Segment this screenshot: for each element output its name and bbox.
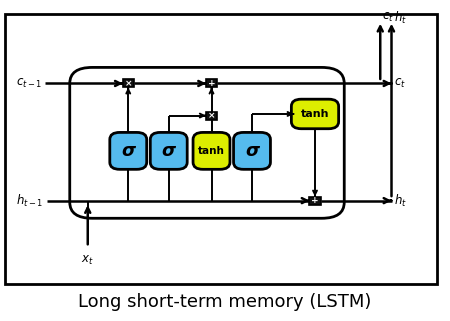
Text: tanh: tanh — [198, 146, 225, 156]
FancyBboxPatch shape — [310, 196, 320, 205]
FancyBboxPatch shape — [234, 132, 270, 169]
Text: σ: σ — [162, 142, 176, 160]
Text: $x_t$: $x_t$ — [81, 254, 94, 267]
Text: +: + — [208, 79, 215, 88]
FancyBboxPatch shape — [70, 67, 344, 218]
Text: $h_{t-1}$: $h_{t-1}$ — [16, 193, 43, 209]
FancyBboxPatch shape — [206, 79, 217, 87]
Text: $h_t$: $h_t$ — [394, 193, 407, 209]
Text: σ: σ — [245, 142, 259, 160]
Text: $c_t$: $c_t$ — [382, 11, 395, 24]
FancyBboxPatch shape — [206, 111, 217, 119]
Text: Long short-term memory (LSTM): Long short-term memory (LSTM) — [78, 293, 372, 311]
Text: +: + — [311, 196, 319, 205]
FancyBboxPatch shape — [110, 132, 147, 169]
Text: ×: × — [125, 79, 132, 88]
Text: $h_t$: $h_t$ — [394, 10, 407, 26]
Text: σ: σ — [121, 142, 135, 160]
FancyBboxPatch shape — [193, 132, 230, 169]
Text: tanh: tanh — [301, 109, 329, 119]
FancyBboxPatch shape — [5, 14, 437, 284]
FancyBboxPatch shape — [122, 79, 134, 87]
Text: $c_{t-1}$: $c_{t-1}$ — [16, 77, 42, 90]
Text: ×: × — [208, 111, 215, 120]
Text: $c_t$: $c_t$ — [394, 77, 406, 90]
FancyBboxPatch shape — [292, 99, 338, 129]
FancyBboxPatch shape — [150, 132, 187, 169]
